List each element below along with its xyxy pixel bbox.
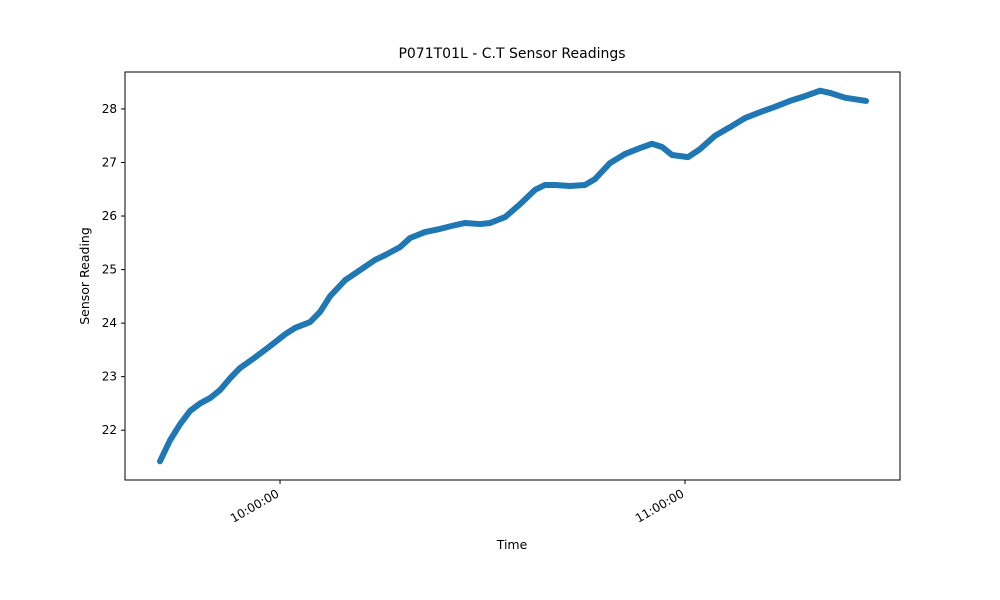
x-tick-label: 11:00:00 [633, 486, 687, 525]
y-tick-label: 27 [102, 155, 117, 169]
y-tick-label: 26 [102, 209, 117, 223]
x-axis-label: Time [496, 537, 528, 552]
y-tick-label: 22 [102, 423, 117, 437]
y-tick-label: 24 [102, 316, 117, 330]
y-tick-label: 23 [102, 370, 117, 384]
y-tick-label: 28 [102, 102, 117, 116]
x-tick-label: 10:00:00 [228, 486, 282, 525]
chart-title: P071T01L - C.T Sensor Readings [398, 46, 625, 62]
y-tick-label: 25 [102, 263, 117, 277]
y-axis-label: Sensor Reading [77, 227, 92, 325]
sensor-line [156, 87, 870, 465]
plot-frame [124, 71, 901, 481]
